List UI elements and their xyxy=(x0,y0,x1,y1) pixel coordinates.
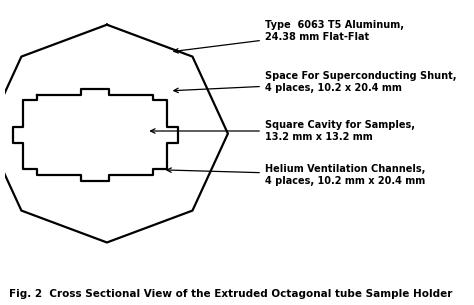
Text: Helium Ventilation Channels,
4 places, 10.2 mm x 20.4 mm: Helium Ventilation Channels, 4 places, 1… xyxy=(167,164,425,186)
Text: Fig. 2  Cross Sectional View of the Extruded Octagonal tube Sample Holder: Fig. 2 Cross Sectional View of the Extru… xyxy=(9,289,453,299)
Text: Space For Superconducting Shunt,
4 places, 10.2 x 20.4 mm: Space For Superconducting Shunt, 4 place… xyxy=(174,71,456,93)
Text: Type  6063 T5 Aluminum,
24.38 mm Flat-Flat: Type 6063 T5 Aluminum, 24.38 mm Flat-Fla… xyxy=(174,20,404,53)
Text: Square Cavity for Samples,
13.2 mm x 13.2 mm: Square Cavity for Samples, 13.2 mm x 13.… xyxy=(151,120,415,142)
